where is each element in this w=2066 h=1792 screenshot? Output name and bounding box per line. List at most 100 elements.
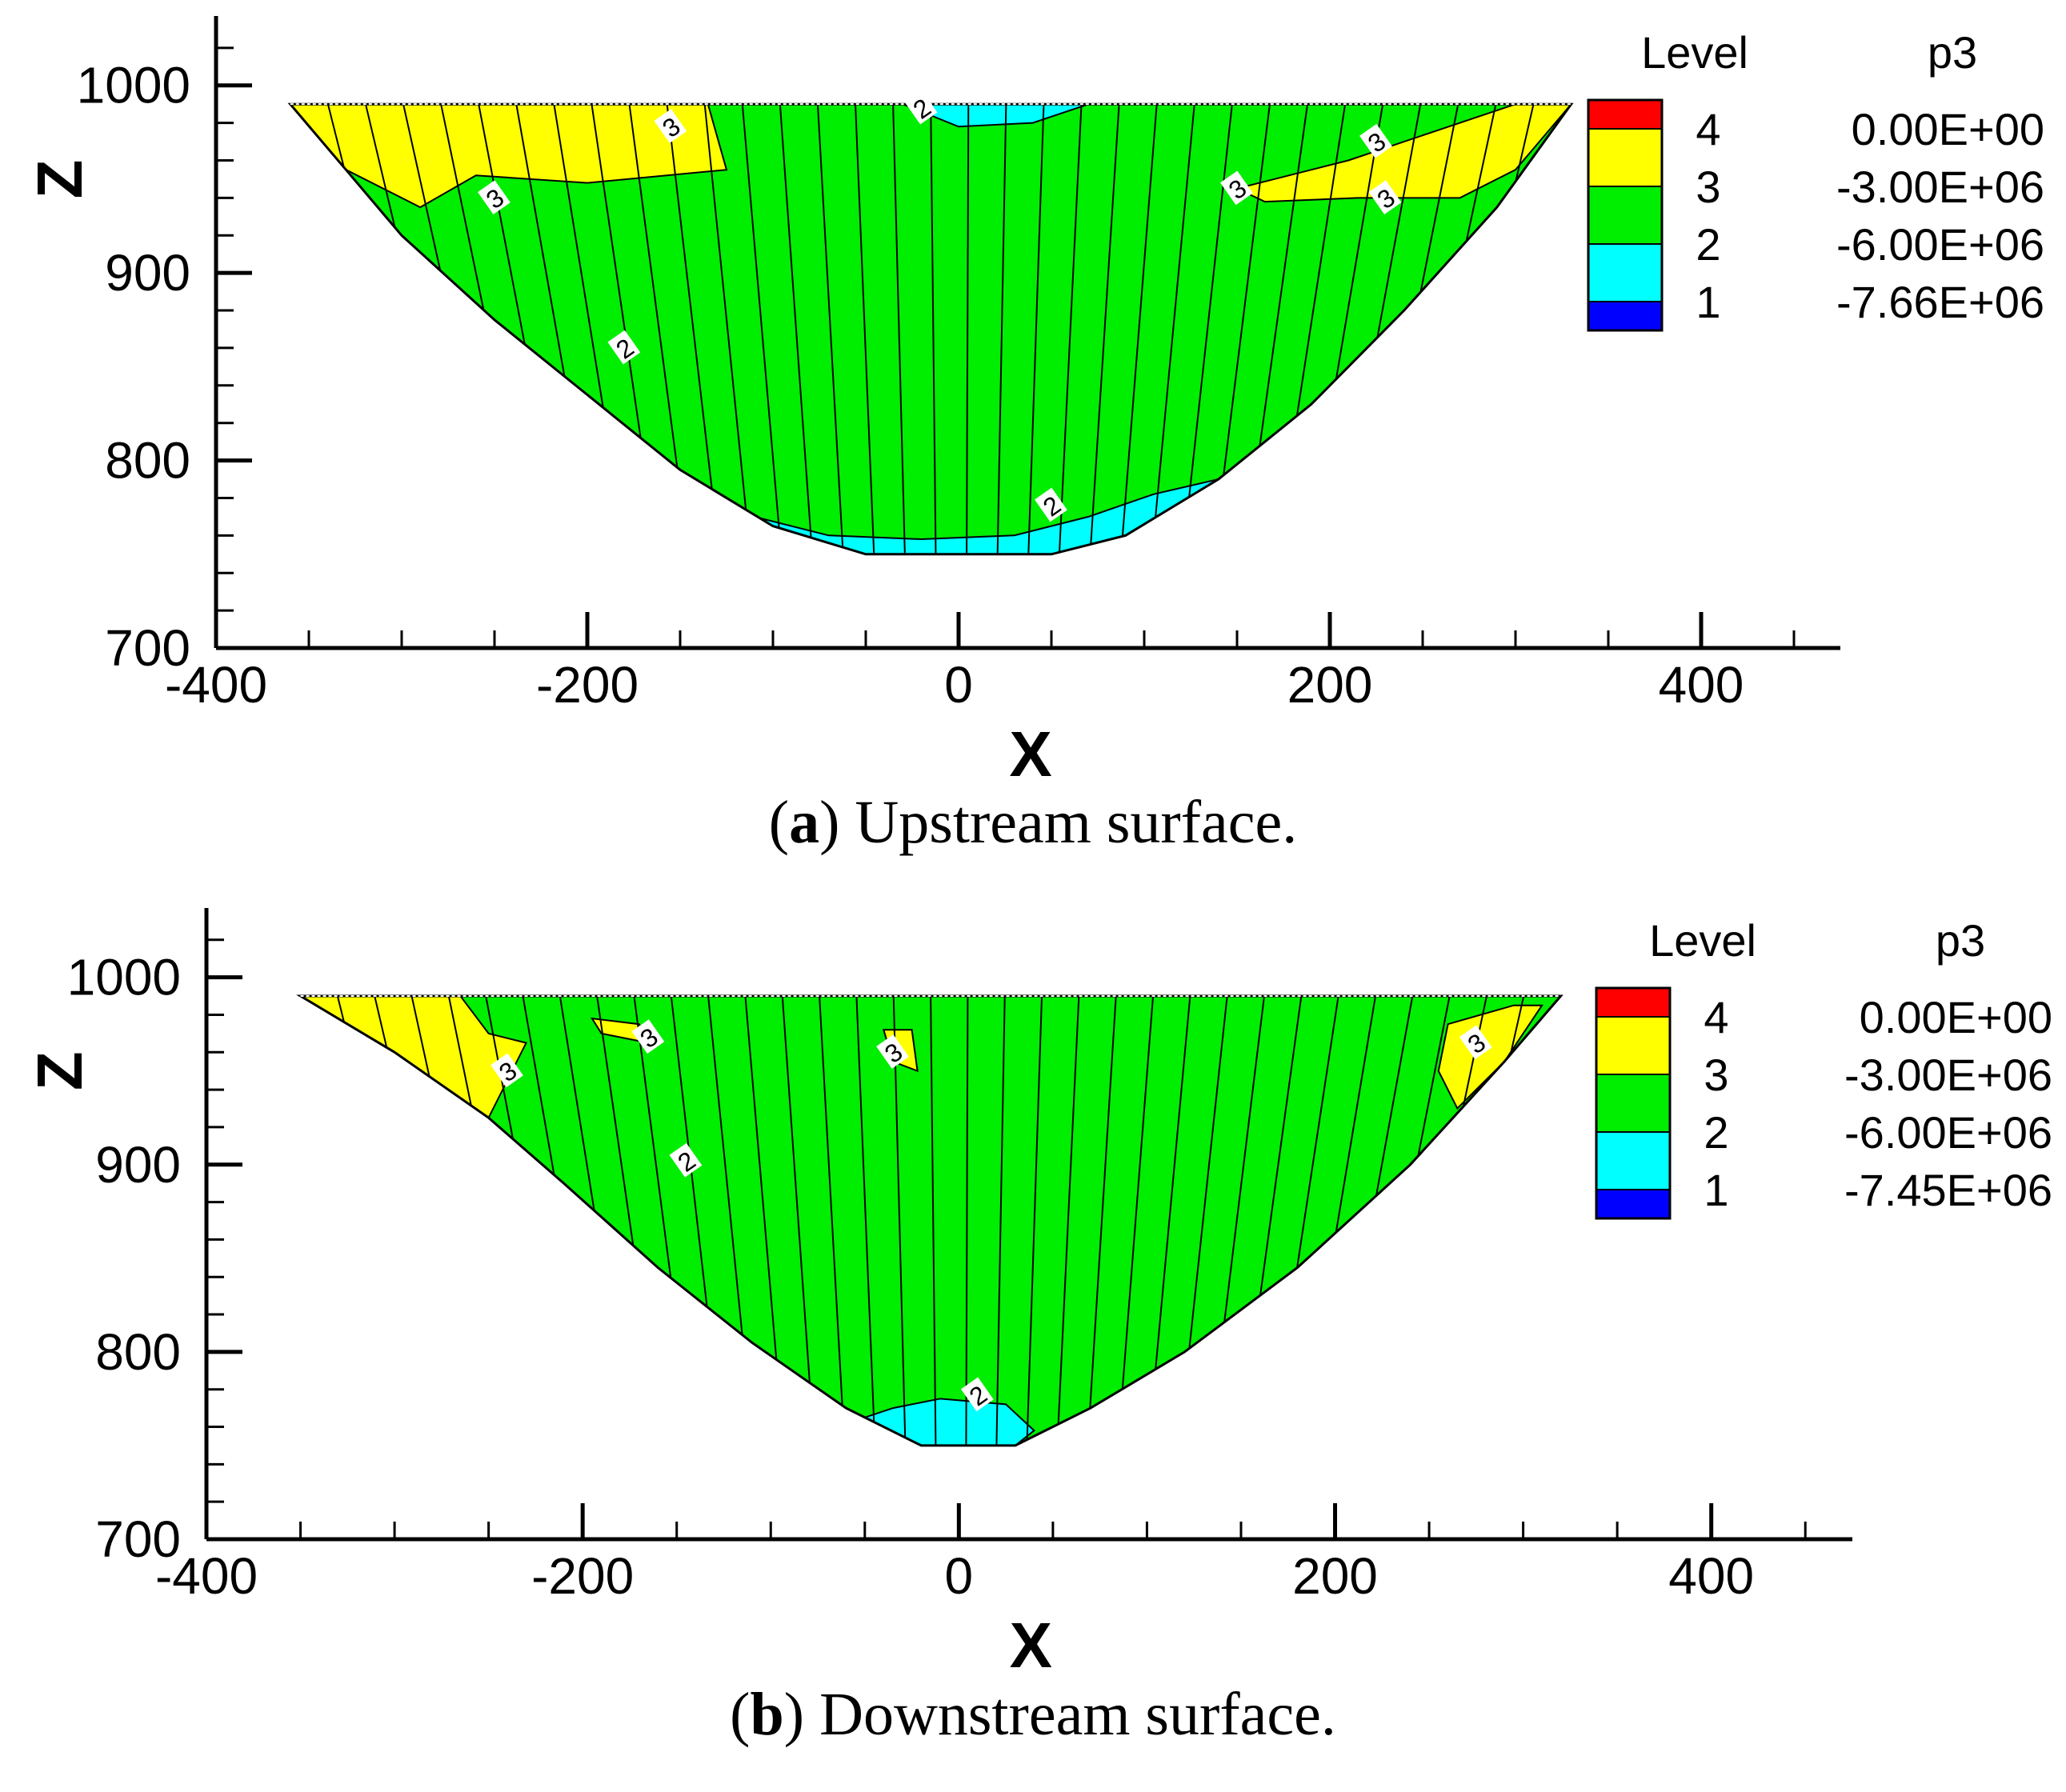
- x-tick-label: 400: [1659, 656, 1744, 714]
- legend-swatch-frame: [1587, 98, 1664, 332]
- legend-swatch-5: [1588, 301, 1663, 331]
- mesh-line-19: [995, 996, 1006, 1446]
- legend-level-1: 1: [1704, 1165, 1728, 1215]
- legend-swatch-5: [1596, 1189, 1671, 1219]
- dam-outline: [296, 994, 1564, 1447]
- mesh-line-20: [1027, 104, 1045, 554]
- mesh-line-20: [1026, 996, 1043, 1446]
- mesh-line-16: [892, 104, 906, 554]
- legend: Level p3 4 0.00E+00 3 -3.00E+06 2 -6.00E+06 1 -7.…: [1595, 915, 2052, 1220]
- caption-b: (b) Downstream surface.: [730, 1681, 1336, 1748]
- mesh-line-23: [1120, 104, 1158, 554]
- x-tick-label: 0: [944, 656, 973, 714]
- band-fill-base: [290, 104, 1572, 554]
- legend-value-2: -6.00E+06: [1844, 1107, 2052, 1158]
- contour-label-bg: [669, 1142, 703, 1178]
- x-axis-title: X: [1009, 718, 1051, 790]
- mesh-line-21: [1056, 996, 1080, 1446]
- legend: Level p3 4 0.00E+00 3 -3.00E+06 2 -6.00E+06 1 -7.…: [1587, 27, 2044, 332]
- legend-value-4: 0.00E+00: [1852, 104, 2044, 154]
- legend-swatch-3: [1588, 186, 1663, 245]
- y-axis-title: Z: [24, 1051, 95, 1090]
- y-tick-label: 1000: [67, 949, 181, 1006]
- contour-label-bg: [654, 109, 687, 143]
- band-region-3: [903, 104, 1089, 128]
- legend-value-2: -6.00E+06: [1836, 219, 2044, 270]
- legend-level-2: 2: [1704, 1107, 1728, 1158]
- contour-label-bg: [904, 90, 938, 125]
- contour-label-bg: [478, 180, 510, 214]
- contour-label-bg: [1359, 123, 1392, 158]
- legend-swatch-1: [1588, 99, 1663, 130]
- legend-value-1: -7.66E+06: [1836, 277, 2044, 327]
- mesh-line-11: [703, 104, 751, 554]
- caption-a-text: Upstream surface.: [855, 789, 1298, 856]
- mesh-line-22: [1089, 104, 1120, 554]
- mesh-line-10: [666, 104, 721, 554]
- legend-level-3: 3: [1696, 162, 1720, 212]
- mesh-line-17: [930, 104, 937, 554]
- mesh-line-15: [855, 104, 875, 554]
- y-tick-label: 800: [105, 432, 190, 490]
- legend-swatch-2: [1596, 1016, 1671, 1075]
- dam-outline: [287, 102, 1574, 556]
- legend-level-4: 4: [1704, 992, 1728, 1042]
- contour-label-bg: [1459, 1025, 1492, 1060]
- contour-label-bg: [876, 1034, 909, 1069]
- legend-swatch-4: [1588, 243, 1663, 302]
- legend-swatch-2: [1588, 128, 1663, 187]
- mesh-line-14: [819, 996, 846, 1446]
- panel-b: 33 3 322-400 -200 0 200 4007008009001000XZLeve…: [24, 908, 2052, 1681]
- legend-header-var: p3: [1928, 27, 1977, 78]
- mesh-line-19: [996, 104, 1007, 554]
- mesh-line-13: [779, 104, 814, 554]
- y-tick-label: 700: [95, 1510, 181, 1568]
- x-tick-label: -400: [155, 1547, 258, 1605]
- legend-level-3: 3: [1704, 1050, 1728, 1100]
- mesh-line-25: [1182, 104, 1233, 554]
- x-tick-label: 400: [1668, 1547, 1754, 1605]
- contour-label-bg: [490, 1053, 523, 1088]
- mesh-line-14: [816, 104, 844, 554]
- caption-b-letter: b: [750, 1681, 784, 1748]
- x-axis-title: X: [1010, 1610, 1052, 1681]
- x-tick-label: -200: [531, 1547, 634, 1605]
- legend-header-level: Level: [1649, 915, 1756, 966]
- mesh-line-13: [781, 996, 815, 1446]
- legend-level-4: 4: [1696, 104, 1720, 154]
- x-tick-label: 0: [945, 1547, 974, 1605]
- mesh-line-21: [1058, 104, 1083, 554]
- mesh-line-12: [741, 104, 783, 554]
- caption-b-text: Downstream surface.: [819, 1681, 1336, 1748]
- legend-value-1: -7.45E+06: [1844, 1165, 2052, 1215]
- band-region-1: [290, 104, 728, 209]
- contour-label-bg: [631, 1019, 665, 1054]
- band-fill-base: [300, 996, 1561, 1446]
- contour-label-bg: [1035, 487, 1067, 522]
- y-tick-label: 800: [95, 1323, 181, 1381]
- mesh-line-15: [855, 996, 876, 1446]
- caption-a-letter: a: [789, 789, 820, 856]
- contour-label-bg: [607, 330, 641, 365]
- mesh-line-24: [1151, 104, 1195, 554]
- x-tick-label: 200: [1287, 656, 1373, 714]
- x-tick-label: -400: [165, 656, 267, 714]
- legend-swatch-4: [1596, 1131, 1671, 1190]
- mesh-line-23: [1117, 996, 1155, 1446]
- mesh-line-22: [1087, 996, 1117, 1446]
- y-tick-label: 900: [105, 244, 190, 302]
- legend-swatch-3: [1596, 1074, 1671, 1133]
- legend-swatch-1: [1596, 987, 1671, 1018]
- mesh-line-18: [966, 104, 970, 554]
- legend-value-3: -3.00E+06: [1844, 1050, 2052, 1100]
- y-tick-label: 1000: [77, 57, 190, 114]
- contour-label-bg: [1220, 170, 1253, 206]
- legend-level-2: 2: [1696, 219, 1720, 270]
- y-tick-label: 900: [95, 1136, 181, 1194]
- mesh-line-18: [965, 996, 969, 1446]
- mesh-line-17: [930, 996, 937, 1446]
- contour-label-bg: [1368, 180, 1402, 214]
- caption-a: (a) Upstream surface.: [768, 789, 1298, 856]
